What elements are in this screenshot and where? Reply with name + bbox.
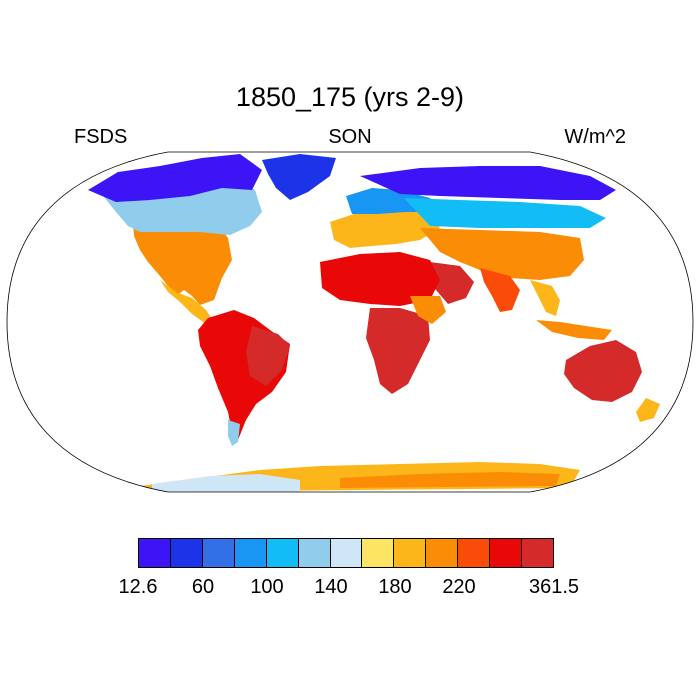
land-greenland xyxy=(262,154,336,200)
colorbar-tick-label: 361.5 xyxy=(528,576,580,598)
land-africa-south xyxy=(366,308,430,394)
map-border xyxy=(6,151,694,493)
colorbar-swatch xyxy=(202,539,235,567)
variable-label: FSDS xyxy=(74,126,128,148)
land-antarctica-inner xyxy=(340,472,560,488)
land-north-america-arctic xyxy=(88,154,262,202)
land-asia-north xyxy=(360,166,616,200)
colorbar-tick-label: 140 xyxy=(314,576,348,598)
colorbar-tick-label: 220 xyxy=(442,576,476,598)
land-india xyxy=(480,268,520,312)
colorbar-tick-label: 180 xyxy=(378,576,412,598)
land-new-zealand xyxy=(636,398,660,422)
colorbar-swatch xyxy=(490,539,523,567)
colorbar-swatch xyxy=(426,539,459,567)
land-arabia xyxy=(428,262,474,304)
land-north-america xyxy=(133,212,232,305)
season-label: SON xyxy=(328,126,372,148)
colorbar-swatch xyxy=(298,539,331,567)
colorbar-swatch xyxy=(139,539,171,567)
colorbar-swatch xyxy=(458,539,491,567)
colorbar-swatch xyxy=(330,539,363,567)
land-south-america-east xyxy=(246,326,290,386)
land-asia-central xyxy=(420,228,584,280)
colorbar-tick-label: 12.6 xyxy=(118,576,158,598)
colorbar-swatch xyxy=(170,539,203,567)
land-southeast-asia xyxy=(530,280,560,316)
colorbar-swatch xyxy=(234,539,267,567)
colorbar-tick-label: 100 xyxy=(250,576,284,598)
colorbar xyxy=(138,538,554,568)
land-africa-horn xyxy=(410,296,446,324)
colorbar-tick-label: 60 xyxy=(191,576,215,598)
units-label: W/m^2 xyxy=(564,126,626,148)
colorbar-swatch xyxy=(394,539,427,567)
map-title: 1850_175 (yrs 2-9) xyxy=(235,82,465,112)
land-africa-north xyxy=(320,252,440,306)
land-central-america xyxy=(160,280,214,324)
land-patagonia xyxy=(228,420,240,446)
colorbar-swatch xyxy=(522,539,553,567)
land-antarctica-peninsula xyxy=(152,474,300,492)
land-indonesia xyxy=(536,320,612,340)
colorbar-swatch xyxy=(362,539,395,567)
land-australia xyxy=(564,340,642,402)
land-europe xyxy=(330,208,440,248)
land-asia-mid xyxy=(404,198,606,228)
colorbar-swatch xyxy=(266,539,299,567)
